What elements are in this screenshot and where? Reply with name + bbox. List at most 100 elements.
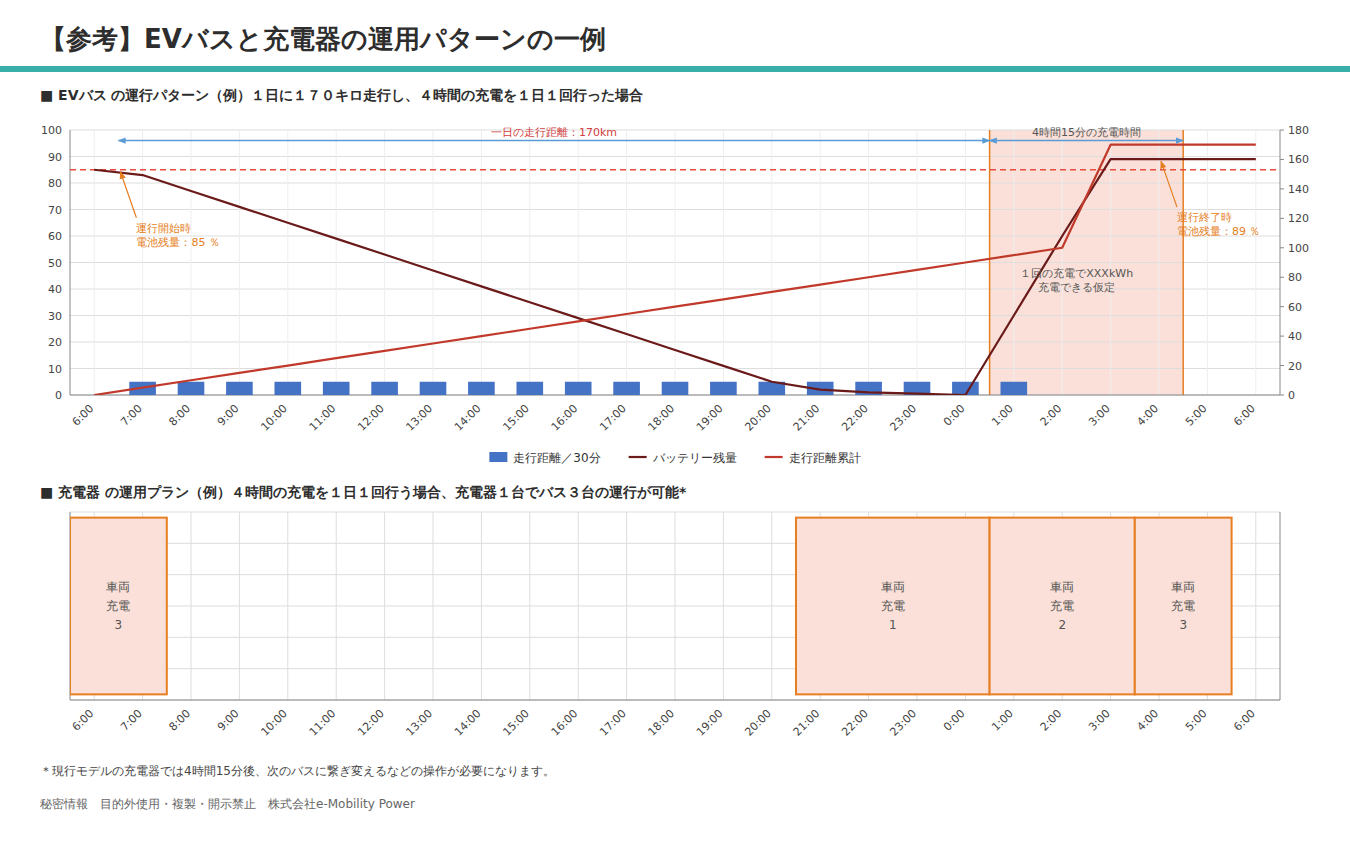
footnote: ＊現行モデルの充電器では4時間15分後、次のバスに繋ぎ変えるなどの操作が必要にな…: [40, 764, 555, 778]
grid-line-y: [70, 700, 1280, 701]
text-line: 車両: [1171, 580, 1195, 594]
x-tick-label: 9:00: [215, 402, 242, 429]
x-tick-label: 3:00: [1086, 402, 1113, 429]
y2-tick-label: 20: [1288, 360, 1302, 373]
y-tick-label: 50: [48, 257, 62, 270]
annotation-arrow: [1161, 161, 1177, 207]
x-tick-label: 7:00: [118, 402, 145, 429]
y2-tick: [1280, 365, 1284, 366]
x-tick-label: 23:00: [888, 707, 920, 739]
text-line: 車両: [1050, 580, 1074, 594]
x-tick-label: 2:00: [1038, 402, 1065, 429]
x-tick-label: 23:00: [888, 402, 920, 434]
legend-label: バッテリー残量: [652, 451, 737, 465]
y2-tick-label: 140: [1288, 183, 1309, 196]
x-tick-label: 15:00: [500, 402, 532, 434]
grid-line-x: [626, 130, 627, 395]
y-tick-label: 100: [41, 124, 62, 137]
bar: [662, 382, 689, 395]
y2-tick-label: 60: [1288, 301, 1302, 314]
y-tick-label: 40: [48, 283, 62, 296]
x-tick-label: 12:00: [355, 402, 387, 434]
annotation: 一日の走行距離：170km: [491, 126, 617, 139]
grid-line-x: [917, 130, 918, 395]
y2-tick-label: 180: [1288, 124, 1309, 137]
annotation: １回の充電でXXXkWh充電できる仮定: [1020, 267, 1133, 294]
legend-swatch: [629, 456, 647, 458]
x-tick-label: 20:00: [742, 707, 774, 739]
y2-tick-label: 160: [1288, 153, 1309, 166]
line-series: [94, 145, 1256, 395]
x-tick-label: 11:00: [307, 707, 339, 739]
legend-label: 走行距離累計: [789, 451, 861, 465]
y-tick-label: 0: [55, 389, 62, 402]
text-line: 2: [1058, 618, 1066, 632]
legend-item: 走行距離／30分: [489, 451, 600, 465]
text-line: 運行開始時: [136, 222, 191, 235]
charger-block: [70, 518, 167, 695]
bar: [226, 382, 253, 395]
legend-swatch: [765, 456, 783, 458]
annotation: 4時間15分の充電時間: [1032, 126, 1141, 139]
x-tick-label: 6:00: [70, 707, 97, 734]
y2-tick: [1280, 188, 1284, 189]
text-line: 電池残量：89 ％: [1177, 225, 1261, 238]
grid-line-x: [239, 130, 240, 395]
charger-block: [796, 518, 990, 695]
y2-tick-label: 120: [1288, 212, 1309, 225]
span-arrow: [990, 140, 1184, 142]
x-tick-label: 19:00: [694, 707, 726, 739]
x-tick-label: 6:00: [1231, 707, 1258, 734]
x-tick-label: 4:00: [1134, 402, 1161, 429]
y-tick-label: 20: [48, 336, 62, 349]
title-rule: [0, 66, 1350, 72]
legend-swatch: [489, 452, 507, 462]
y2-tick: [1280, 277, 1284, 278]
y2-tick: [1280, 218, 1284, 219]
text-line: 充電: [1050, 599, 1074, 613]
y2-tick: [1280, 395, 1284, 396]
grid-line-x: [578, 130, 579, 395]
text-line: 車両: [106, 580, 130, 594]
y2-tick: [1280, 130, 1284, 131]
grid-line-y: [70, 512, 1280, 513]
grid-line-x: [1159, 130, 1160, 395]
y2-tick-label: 100: [1288, 242, 1309, 255]
x-tick-label: 21:00: [791, 402, 823, 434]
bar: [613, 382, 640, 395]
x-tick-label: 14:00: [452, 707, 484, 739]
x-tick-label: 1:00: [989, 707, 1016, 734]
chart-2: 車両充電3車両充電1車両充電2車両充電36:007:008:009:0010:0…: [70, 512, 1280, 739]
text-line: 3: [1179, 618, 1187, 632]
text-line: 電池残量：85 ％: [136, 236, 220, 249]
y2-tick-label: 0: [1288, 389, 1295, 402]
block-label: 車両充電1: [881, 580, 905, 632]
block-label: 車両充電 2: [1050, 580, 1074, 632]
x-tick-label: 0:00: [941, 707, 968, 734]
block-label: 車両充電3: [106, 580, 130, 632]
text-line: 充電: [881, 599, 905, 613]
grid-line-x: [868, 130, 869, 395]
x-axis-line: [70, 700, 1280, 701]
x-tick-label: 22:00: [839, 707, 871, 739]
footer: 秘密情報 目的外使用・複製・開示禁止 株式会社e-Mobility Power: [40, 797, 415, 811]
y-tick-label: 70: [48, 204, 62, 217]
x-tick-label: 18:00: [646, 707, 678, 739]
bar: [710, 382, 737, 395]
y-tick-label: 60: [48, 230, 62, 243]
y-tick-label: 90: [48, 151, 62, 164]
span-arrow: [118, 140, 989, 142]
y2-tick: [1280, 306, 1284, 307]
x-tick-label: 16:00: [549, 402, 581, 434]
subtitle: ■ 充電器 の運用プラン（例）４時間の充電を１日１回行う場合、充電器１台でバス３…: [40, 484, 687, 501]
x-tick-label: 8:00: [166, 707, 193, 734]
x-tick-label: 18:00: [646, 402, 678, 434]
x-tick-label: 15:00: [500, 707, 532, 739]
line-series: [94, 159, 1256, 395]
frame-right: [1280, 512, 1281, 700]
legend: 走行距離／30分 バッテリー残量 走行距離累計: [489, 451, 860, 465]
x-tick-label: 22:00: [839, 402, 871, 434]
x-tick-label: 13:00: [404, 707, 436, 739]
title: 【参考】EVバスと充電器の運用パターンの一例: [40, 24, 606, 54]
text-line: 3: [115, 618, 123, 632]
